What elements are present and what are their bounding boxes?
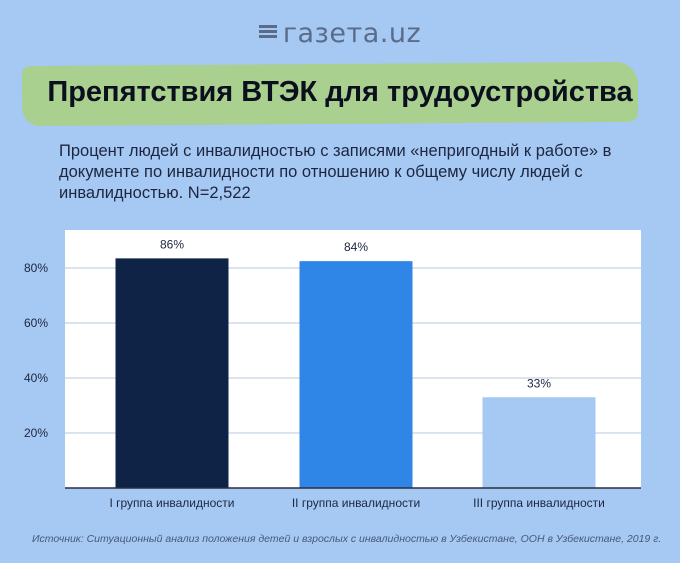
x-tick-label: I группа инвалидности: [109, 496, 234, 510]
data-label: 33%: [527, 376, 551, 390]
logo-bars-icon: [258, 24, 277, 39]
bar: [299, 261, 413, 488]
bar: [482, 397, 596, 488]
x-tick-label: II группа инвалидности: [292, 496, 420, 510]
chart-title: Препятствия ВТЭК для трудоустройства: [47, 76, 633, 108]
y-tick-label: 20%: [24, 426, 48, 440]
y-tick-label: 80%: [24, 261, 48, 275]
source-note: Источник: Ситуационный анализ положения …: [32, 533, 662, 545]
x-tick-label: III группа инвалидности: [473, 496, 605, 510]
gazeta-logo: газета.uz: [0, 18, 680, 49]
logo-text: газета.uz: [282, 18, 422, 49]
chart-subtitle: Процент людей с инвалидностью с записями…: [59, 142, 612, 202]
y-tick-label: 40%: [24, 371, 48, 385]
data-label: 84%: [344, 240, 368, 254]
bar: [115, 258, 229, 488]
data-label: 86%: [160, 237, 184, 251]
y-tick-label: 60%: [24, 316, 48, 330]
